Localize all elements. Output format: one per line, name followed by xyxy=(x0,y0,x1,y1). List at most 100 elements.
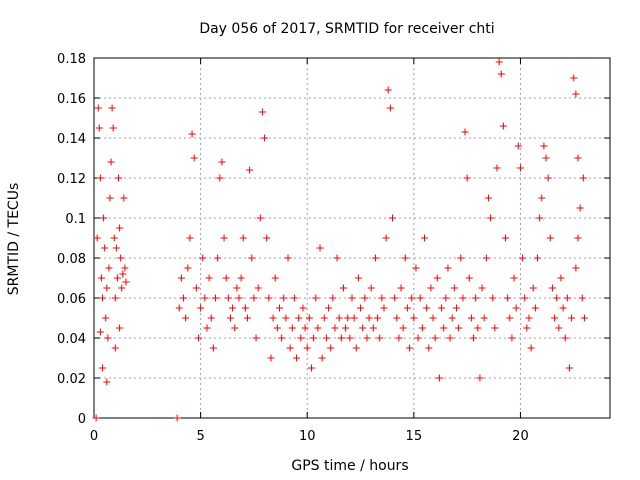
data-point xyxy=(205,274,213,282)
data-point xyxy=(224,294,232,302)
data-point xyxy=(282,314,290,322)
data-point xyxy=(252,334,260,342)
data-point xyxy=(348,294,356,302)
data-point xyxy=(117,254,125,262)
data-point xyxy=(99,294,107,302)
data-point xyxy=(516,164,524,172)
data-point xyxy=(455,324,463,332)
data-point xyxy=(314,324,322,332)
y-tick-label: 0.04 xyxy=(57,332,86,347)
data-point xyxy=(563,294,571,302)
data-point xyxy=(254,284,262,292)
data-point xyxy=(101,244,109,252)
data-point xyxy=(491,324,499,332)
data-point xyxy=(112,244,120,252)
data-point xyxy=(578,294,586,302)
data-point xyxy=(357,304,365,312)
data-point xyxy=(239,234,247,242)
data-point xyxy=(99,364,107,372)
data-point xyxy=(435,374,443,382)
data-point xyxy=(97,274,105,282)
x-tick-label: 5 xyxy=(196,429,204,444)
y-tick-label: 0.1 xyxy=(65,212,86,227)
data-point xyxy=(218,158,226,166)
data-point xyxy=(497,70,505,78)
data-point xyxy=(423,304,431,312)
y-tick-label: 0.14 xyxy=(57,132,86,147)
data-point xyxy=(576,204,584,212)
data-point xyxy=(102,314,110,322)
data-point xyxy=(531,304,539,312)
data-point xyxy=(440,324,448,332)
data-point xyxy=(459,294,467,302)
data-point xyxy=(256,214,264,222)
data-point xyxy=(295,314,303,322)
data-point xyxy=(344,314,352,322)
data-point xyxy=(346,334,354,342)
data-point xyxy=(288,324,296,332)
data-point xyxy=(276,304,284,312)
data-point xyxy=(399,324,407,332)
data-point xyxy=(116,224,124,232)
data-point xyxy=(555,324,563,332)
data-point xyxy=(467,314,475,322)
data-point xyxy=(369,324,377,332)
data-point xyxy=(248,254,256,262)
data-point xyxy=(487,214,495,222)
data-point xyxy=(431,334,439,342)
data-point xyxy=(209,344,217,352)
data-point xyxy=(410,314,418,322)
data-point xyxy=(529,284,537,292)
data-point xyxy=(105,264,113,272)
data-point xyxy=(231,324,239,332)
data-point xyxy=(476,374,484,382)
data-point xyxy=(244,314,252,322)
data-point xyxy=(104,334,112,342)
data-point xyxy=(448,314,456,322)
data-point xyxy=(286,344,294,352)
data-point xyxy=(250,294,258,302)
data-point xyxy=(412,264,420,272)
data-point xyxy=(241,304,249,312)
data-point xyxy=(376,334,384,342)
data-point xyxy=(514,142,522,150)
data-point xyxy=(237,274,245,282)
data-point xyxy=(307,364,315,372)
data-point xyxy=(269,314,277,322)
data-point xyxy=(331,324,339,332)
data-point xyxy=(579,174,587,182)
data-point xyxy=(220,234,228,242)
data-point xyxy=(212,294,220,302)
x-tick-label: 0 xyxy=(90,429,98,444)
data-point xyxy=(111,344,119,352)
data-point xyxy=(359,324,367,332)
data-point xyxy=(235,294,243,302)
data-point xyxy=(258,108,266,116)
data-point xyxy=(482,254,490,262)
data-point xyxy=(427,284,435,292)
data-point xyxy=(261,134,269,142)
y-tick-label: 0.16 xyxy=(57,92,86,107)
data-point xyxy=(442,294,450,302)
grid xyxy=(94,58,610,418)
data-point xyxy=(109,124,117,132)
data-point xyxy=(489,294,497,302)
data-point xyxy=(113,274,121,282)
data-point xyxy=(433,274,441,282)
data-point xyxy=(536,214,544,222)
data-point xyxy=(280,294,288,302)
data-point xyxy=(246,166,254,174)
data-point xyxy=(384,86,392,94)
data-point xyxy=(121,264,129,272)
data-point xyxy=(371,254,379,262)
data-point xyxy=(463,174,471,182)
data-point xyxy=(478,284,486,292)
data-point xyxy=(92,414,100,422)
data-point xyxy=(337,334,345,342)
y-tick-label: 0.08 xyxy=(57,252,86,267)
x-tick-label: 20 xyxy=(512,429,529,444)
data-point xyxy=(365,314,373,322)
data-point xyxy=(470,334,478,342)
data-point xyxy=(184,264,192,272)
